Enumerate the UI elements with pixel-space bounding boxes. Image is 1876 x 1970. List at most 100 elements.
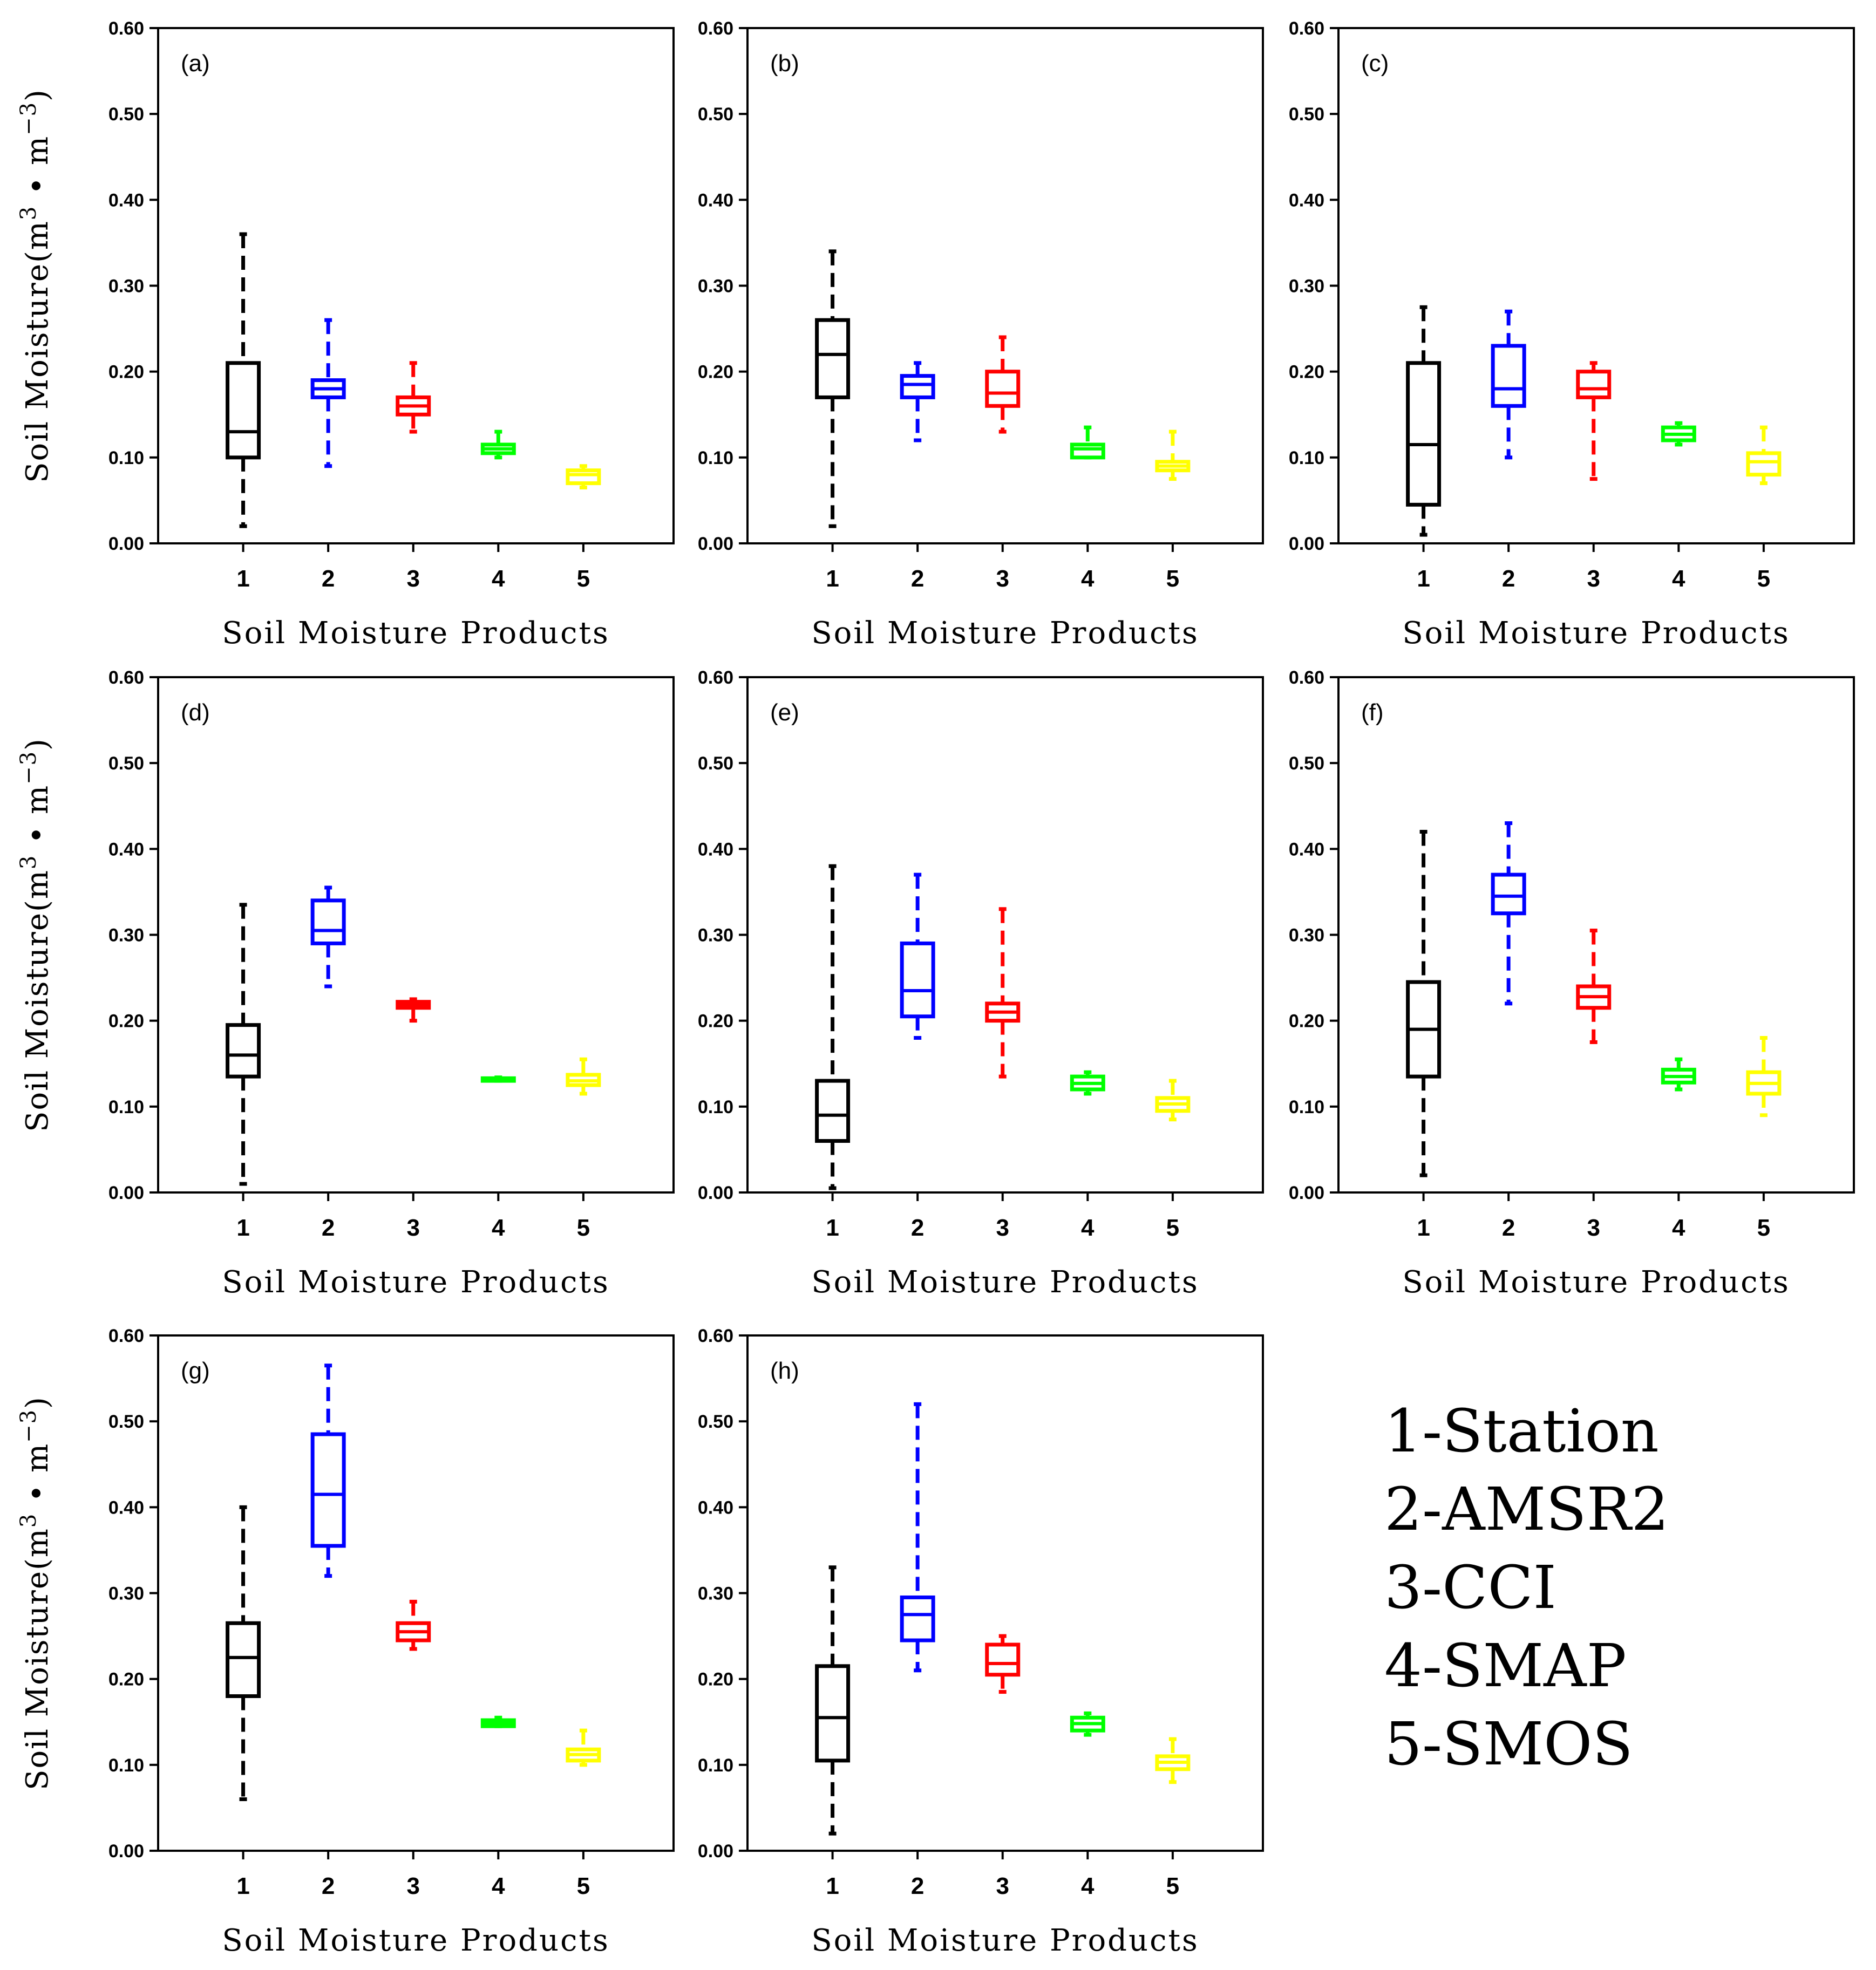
box-4: 4 (1661, 1057, 1696, 1241)
x-tick-label: 3 (996, 565, 1009, 592)
iqr-box (985, 1642, 1021, 1677)
plot-frame (157, 27, 675, 544)
y-tick-label: 0.60 (698, 18, 733, 39)
y-tick-label: 0.60 (108, 667, 144, 688)
x-tick-label: 1 (826, 1215, 839, 1241)
y-tick-label: 0.50 (108, 1412, 144, 1432)
panel-label: (h) (770, 1358, 799, 1384)
panel-f: 0.00 0.10 0.20 0.30 0.40 0.50 0.60 (f) 1 2 3 4 5 Soil… (1289, 667, 1855, 1300)
y-tick-label: 0.00 (1289, 534, 1324, 554)
y-tick-label: 0.00 (698, 1183, 733, 1203)
x-tick-label: 5 (1166, 1873, 1179, 1899)
y-tick-label: 0.50 (108, 753, 144, 774)
box-1: 1 (1406, 305, 1442, 592)
x-tick-label: 1 (826, 565, 839, 592)
x-tick-label: 4 (1081, 565, 1095, 592)
box-4: 4 (1070, 425, 1105, 592)
panel-c: 0.00 0.10 0.20 0.30 0.40 0.50 0.60 (c) 1 2 3 4 5 Soil… (1289, 18, 1855, 651)
legend-item: 5-SMOS (1384, 1709, 1633, 1778)
box-1: 1 (815, 249, 851, 592)
x-axis-label: Soil Moisture Products (222, 616, 609, 651)
y-tick-label: 0.50 (698, 104, 733, 125)
iqr-box (1070, 442, 1105, 460)
y-tick-label: 0.60 (108, 18, 144, 39)
box-3: 3 (1576, 929, 1612, 1241)
box-1: 1 (815, 864, 851, 1241)
y-tick-label: 0.40 (698, 190, 733, 210)
y-tick-label: 0.30 (698, 1584, 733, 1604)
x-tick-label: 4 (1081, 1873, 1095, 1899)
box-2: 2 (900, 872, 935, 1241)
x-axis-label: Soil Moisture Products (1402, 1265, 1790, 1300)
y-axis-label-part: −3 (16, 101, 41, 135)
iqr-box (310, 898, 346, 945)
x-tick-label: 3 (406, 565, 419, 592)
iqr-box (1491, 872, 1526, 916)
panel-label: (e) (770, 699, 799, 726)
y-tick-label: 0.50 (698, 753, 733, 774)
iqr-box (226, 1621, 261, 1698)
x-tick-label: 4 (492, 1215, 505, 1241)
x-axis-label: Soil Moisture Products (811, 616, 1199, 651)
box-3: 3 (1576, 361, 1612, 592)
x-axis-label: Soil Moisture Products (222, 1923, 609, 1958)
box-4: 4 (480, 1075, 516, 1241)
x-tick-label: 4 (492, 565, 505, 592)
legend-item: 2-AMSR2 (1384, 1475, 1669, 1544)
y-tick-label: 0.00 (108, 1841, 144, 1862)
panel-label: (g) (181, 1358, 210, 1384)
y-tick-label: 0.30 (1289, 276, 1324, 297)
x-tick-label: 5 (1166, 1215, 1179, 1241)
x-tick-label: 1 (236, 1873, 249, 1899)
x-tick-label: 3 (996, 1873, 1009, 1899)
box-5: 5 (1746, 1036, 1782, 1241)
y-tick-label: 0.50 (698, 1412, 733, 1432)
plot-frame (1337, 676, 1855, 1194)
y-tick-label: 0.30 (108, 276, 144, 297)
y-tick-label: 0.40 (108, 839, 144, 860)
iqr-box (815, 1664, 851, 1763)
legend-item: 3-CCI (1384, 1553, 1556, 1622)
y-tick-label: 0.30 (108, 925, 144, 946)
x-tick-label: 3 (1587, 565, 1600, 592)
y-tick-label: 0.30 (108, 1584, 144, 1604)
panel-label: (d) (181, 699, 210, 726)
y-tick-label: 0.20 (108, 1011, 144, 1032)
y-axis-label-part: ) (20, 1396, 55, 1409)
x-tick-label: 4 (1081, 1215, 1095, 1241)
y-tick-label: 0.40 (698, 1497, 733, 1518)
y-tick-label: 0.40 (108, 1497, 144, 1518)
iqr-box (900, 941, 935, 1019)
y-axis-label: Soil Moisture(m3 • m−3) (16, 88, 55, 483)
iqr-box (815, 1079, 851, 1143)
box-3: 3 (985, 907, 1021, 1241)
y-tick-label: 0.10 (1289, 1097, 1324, 1117)
panel-e: 0.00 0.10 0.20 0.30 0.40 0.50 0.60 (e) 1 2 3 4 5 Soil… (698, 667, 1264, 1300)
box-1: 1 (226, 232, 261, 592)
panel-a: 0.00 0.10 0.20 0.30 0.40 0.50 0.60 (a) 1 2 3 4 5 Soil… (16, 18, 675, 651)
y-axis-label-part: −3 (16, 1409, 41, 1443)
y-axis-label-part: Soil Moisture(m (20, 869, 55, 1132)
y-tick-label: 0.40 (1289, 190, 1324, 210)
legend-item: 1-Station (1384, 1396, 1659, 1465)
y-tick-label: 0.60 (1289, 18, 1324, 39)
panel-h: 0.00 0.10 0.20 0.30 0.40 0.50 0.60 (h) 1 2 3 4 5 Soil… (698, 1326, 1264, 1958)
panel-b: 0.00 0.10 0.20 0.30 0.40 0.50 0.60 (b) 1 2 3 4 5 Soil… (698, 18, 1264, 651)
plot-frame (157, 1334, 675, 1852)
x-tick-label: 2 (911, 565, 924, 592)
panel-g: 0.00 0.10 0.20 0.30 0.40 0.50 0.60 (g) 1 2 3 4 5 Soil… (16, 1326, 675, 1958)
box-4: 4 (1661, 421, 1696, 592)
y-tick-label: 0.20 (108, 1669, 144, 1690)
x-tick-label: 4 (492, 1873, 505, 1899)
x-axis-label: Soil Moisture Products (811, 1265, 1199, 1300)
box-4: 4 (480, 1715, 516, 1899)
x-tick-label: 2 (911, 1215, 924, 1241)
y-tick-label: 0.30 (698, 925, 733, 946)
y-axis-label-part: • m (20, 135, 55, 206)
y-tick-label: 0.40 (108, 190, 144, 210)
x-tick-label: 5 (577, 565, 590, 592)
iqr-box (566, 468, 601, 486)
x-tick-label: 1 (1417, 1215, 1430, 1241)
x-axis-label: Soil Moisture Products (222, 1265, 609, 1300)
box-2: 2 (900, 361, 935, 592)
